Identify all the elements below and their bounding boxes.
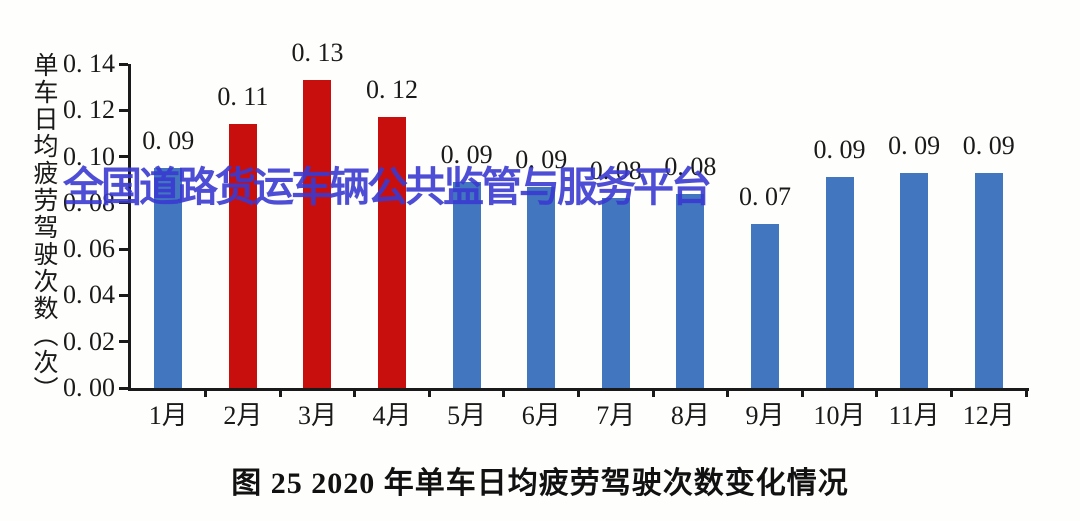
y-tick-label: 0. 02 <box>63 326 115 356</box>
x-axis-tick <box>577 388 580 397</box>
bar-7月 <box>601 198 630 388</box>
x-tick-label-10月: 10月 <box>813 401 866 430</box>
y-axis-tick <box>119 155 128 159</box>
y-tick-label: 0. 06 <box>63 234 115 264</box>
x-axis-tick <box>800 388 804 397</box>
bar-value-label-3月: 0. 13 <box>291 38 344 68</box>
x-axis-tick <box>502 388 506 397</box>
y-axis-tick <box>119 247 128 251</box>
bar-value-label-7月: 0. 08 <box>589 156 642 186</box>
x-tick-label-11月: 11月 <box>888 401 940 430</box>
y-axis-title: 单车日均疲劳驾驶次数（次） <box>30 52 57 403</box>
bar-value-label-6月: 0. 09 <box>515 144 568 174</box>
watermark: 全国道路货运车辆公共监管与服务平台 <box>63 164 712 210</box>
bar-value-label-9月: 0. 07 <box>738 181 791 211</box>
bar-1月 <box>154 168 183 388</box>
bar-value-label-11月: 0. 09 <box>888 130 941 160</box>
bar-value-label-4月: 0. 12 <box>366 75 419 105</box>
y-tick-label: 0. 14 <box>63 49 115 78</box>
bar-4月 <box>378 117 407 388</box>
x-tick-label-6月: 6月 <box>521 401 561 430</box>
x-tick-label-8月: 8月 <box>670 401 710 430</box>
x-tick-label-1月: 1月 <box>148 401 188 430</box>
x-tick-label-9月: 9月 <box>745 401 785 430</box>
bar-8月 <box>676 193 705 388</box>
bar-value-label-2月: 0. 11 <box>217 82 269 112</box>
y-axis-tick <box>119 340 128 344</box>
x-axis-tick <box>949 388 953 397</box>
x-tick-label-5月: 5月 <box>447 401 487 430</box>
y-axis-tick <box>119 386 128 390</box>
y-tick-label: 0. 12 <box>63 95 115 125</box>
y-tick-label: 0. 08 <box>63 187 115 217</box>
y-axis-line <box>128 64 131 391</box>
x-axis-tick <box>353 388 357 397</box>
y-axis-tick <box>119 108 128 112</box>
figure-caption: 图 25 2020 年单车日均疲劳驾驶次数变化情况 <box>231 467 849 500</box>
x-tick-label-4月: 4月 <box>372 401 412 430</box>
y-axis-tick <box>119 62 128 66</box>
bar-value-label-8月: 0. 08 <box>664 151 717 181</box>
bar-2月 <box>228 124 257 388</box>
bar-9月 <box>750 223 779 388</box>
x-tick-label-3月: 3月 <box>297 401 337 430</box>
plot-area: 0. 00 0. 02 0. 04 0. 06 0. 08 0. 10 0. 12 0. 14… <box>63 40 1029 429</box>
bar-value-label-5月: 0. 09 <box>440 140 493 170</box>
x-axis-tick <box>875 388 879 397</box>
x-tick-label-7月: 7月 <box>596 401 636 430</box>
x-axis-tick <box>651 388 655 397</box>
y-tick-label: 0. 04 <box>63 280 115 310</box>
x-axis-tick <box>1024 388 1028 397</box>
y-tick-label: 0. 10 <box>63 141 115 171</box>
bar-value-label-12月: 0. 09 <box>962 130 1015 160</box>
bar-value-label-10月: 0. 09 <box>813 135 866 165</box>
bar-10月 <box>825 177 854 388</box>
y-tick-label: 0. 00 <box>63 373 115 402</box>
y-axis-tick <box>119 201 128 205</box>
x-axis-tick <box>427 388 431 397</box>
x-axis-tick <box>278 388 282 397</box>
x-axis-tick <box>726 388 730 397</box>
y-axis-tick <box>119 293 128 297</box>
bar-11月 <box>900 172 929 388</box>
bar-6月 <box>527 186 556 388</box>
bar-12月 <box>974 172 1003 388</box>
bar-5月 <box>452 182 481 388</box>
x-tick-label-2月: 2月 <box>223 401 263 430</box>
bar-value-label-1月: 0. 09 <box>142 126 195 156</box>
x-axis-tick <box>204 388 208 397</box>
x-tick-label-12月: 12月 <box>962 401 1015 430</box>
bar-3月 <box>303 80 332 388</box>
